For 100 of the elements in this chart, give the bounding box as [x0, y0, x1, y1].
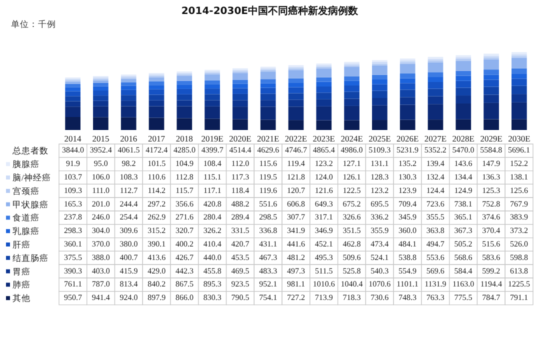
total-label: 5696.1 [508, 146, 530, 155]
bar [484, 59, 499, 70]
bar [120, 95, 136, 101]
bar [316, 86, 332, 93]
data-label: 309.6 [120, 226, 138, 236]
data-label: 483.3 [259, 266, 278, 276]
bar [316, 77, 332, 82]
data-label: 767.9 [510, 199, 528, 208]
bar [372, 65, 388, 75]
data-label: 866.0 [175, 293, 194, 302]
bar [428, 72, 444, 78]
data-label: 388.0 [92, 252, 110, 262]
bar [400, 64, 416, 74]
bar [400, 74, 416, 78]
data-label: 326.6 [342, 212, 361, 222]
data-label: 695.5 [370, 199, 389, 208]
bar [428, 62, 444, 72]
data-label: 727.2 [287, 293, 305, 302]
bar [176, 100, 192, 106]
bar [512, 86, 527, 94]
data-label: 104.9 [175, 159, 194, 168]
bar [148, 100, 164, 106]
data-label: 112.7 [120, 186, 138, 195]
bar [428, 96, 444, 104]
bar [372, 98, 388, 106]
data-label: 1163.0 [452, 280, 474, 289]
bar [232, 119, 248, 130]
data-label: 139.4 [426, 159, 444, 168]
bar [176, 94, 192, 100]
data-label: 538.8 [398, 252, 417, 262]
data-label: 125.3 [482, 186, 500, 195]
total-label: 4986.0 [340, 146, 363, 155]
data-label: 599.2 [482, 266, 500, 276]
bar [204, 80, 220, 84]
data-label: 135.2 [398, 159, 417, 168]
data-label: 128.3 [370, 172, 389, 182]
x-tick-label: 2022E [284, 134, 308, 144]
bar [288, 100, 304, 107]
data-label: 761.1 [64, 280, 82, 289]
data-label: 441.6 [287, 240, 305, 248]
data-label: 787.0 [92, 280, 110, 289]
bar [120, 78, 136, 82]
data-label: 111.0 [92, 186, 110, 195]
data-label: 830.3 [203, 293, 222, 302]
data-label: 413.6 [148, 252, 166, 262]
data-label: 130.3 [398, 172, 417, 182]
bar [93, 96, 108, 101]
data-label: 709.4 [398, 199, 417, 208]
bar [204, 106, 220, 119]
x-tick-label: 2023E [312, 134, 335, 144]
data-label: 426.7 [175, 252, 194, 262]
data-label: 254.4 [120, 212, 138, 222]
bar [456, 119, 472, 130]
legend-label: 胃癌 [12, 266, 30, 276]
data-label: 554.9 [398, 266, 417, 276]
total-label: 5231.9 [396, 146, 419, 155]
legend-label: 甲状腺癌 [12, 199, 48, 210]
bar [512, 74, 527, 79]
data-label: 453.5 [231, 252, 250, 262]
data-label: 420.7 [231, 240, 250, 248]
bar [372, 120, 388, 130]
x-tick-label: 2017 [148, 134, 166, 144]
bar [176, 106, 192, 118]
data-label: 763.3 [426, 293, 444, 302]
data-label: 551.6 [259, 199, 278, 208]
chart-title: 2014-2030E中国不同癌种新发病例数 [181, 5, 359, 17]
bar [484, 80, 499, 87]
data-label: 950.7 [64, 293, 82, 302]
bar [120, 117, 136, 130]
data-label: 730.6 [370, 293, 389, 302]
bar [344, 76, 360, 81]
bar [316, 82, 332, 86]
data-label: 790.5 [231, 293, 250, 302]
bar [176, 76, 192, 81]
data-label: 101.5 [148, 159, 166, 168]
data-label: 495.3 [314, 252, 333, 262]
bar [93, 86, 108, 91]
bar [372, 80, 388, 84]
bar [400, 83, 416, 90]
data-label: 336.2 [370, 212, 389, 222]
data-label: 136.3 [482, 172, 500, 182]
bar [512, 58, 527, 68]
data-label: 109.3 [64, 186, 82, 195]
data-label: 355.5 [426, 212, 444, 222]
bar [344, 120, 360, 130]
data-label: 363.8 [426, 226, 444, 236]
data-label: 895.3 [203, 280, 222, 289]
data-label: 1225.5 [508, 280, 530, 289]
data-label: 119.4 [287, 159, 305, 168]
data-label: 124.4 [426, 186, 444, 195]
data-label: 584.4 [454, 266, 472, 276]
x-tick-label: 2014 [64, 134, 82, 144]
total-label: 5109.3 [368, 146, 391, 155]
data-label: 598.8 [510, 252, 528, 262]
bar [428, 104, 444, 120]
data-label: 125.6 [510, 186, 528, 195]
bar [428, 77, 444, 82]
data-label: 110.6 [148, 172, 166, 182]
data-label: 119.5 [259, 172, 277, 182]
bar [288, 87, 304, 94]
